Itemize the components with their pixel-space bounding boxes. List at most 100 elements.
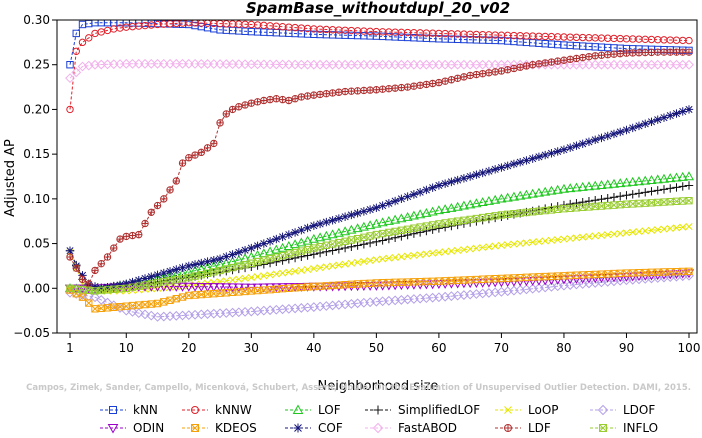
data-point-inflo	[516, 209, 524, 217]
data-point-inflo	[235, 262, 243, 270]
data-point-odin	[215, 283, 226, 293]
legend-marker-lof	[292, 404, 304, 414]
data-point-cof	[547, 149, 556, 158]
data-point-cof	[247, 243, 256, 253]
data-point-cof	[365, 205, 375, 214]
data-point-simplifiedlof	[616, 192, 625, 201]
data-point-kdeos	[160, 298, 168, 306]
data-point-loop	[260, 272, 268, 280]
data-point-cof	[584, 137, 594, 147]
data-point-cof	[215, 254, 225, 263]
data-point-loop	[466, 245, 474, 253]
data-point-ldf	[341, 87, 349, 96]
data-point-odin	[227, 283, 238, 293]
data-point-ldf	[422, 80, 431, 89]
data-point-cof	[647, 117, 656, 126]
data-point-cof	[153, 270, 162, 280]
data-point-kdeos	[116, 303, 124, 311]
legend-marker-simplifiedlof	[373, 405, 383, 415]
data-point-cof	[472, 170, 481, 179]
data-point-ldf	[247, 99, 256, 107]
data-point-simplifiedlof	[372, 237, 381, 246]
data-point-loop	[410, 251, 418, 259]
legend-label: ODIN	[133, 421, 164, 434]
data-point-cof	[353, 208, 362, 218]
legend-item-kdeos: KDEOS	[182, 421, 257, 435]
data-point-loop	[404, 252, 412, 260]
data-point-inflo	[247, 259, 256, 267]
data-point-cof	[397, 194, 406, 204]
data-point-cof	[90, 282, 100, 291]
data-point-loop	[622, 229, 631, 237]
data-point-cof	[578, 139, 587, 148]
data-point-ldf	[660, 48, 668, 56]
data-point-lof	[290, 239, 301, 249]
legend-item-inflo: INFLO	[590, 421, 658, 435]
data-point-ldf	[685, 48, 693, 56]
data-point-inflo	[153, 279, 162, 287]
legend-marker-fastabod	[372, 422, 384, 434]
data-point-ldf	[178, 159, 187, 167]
data-point-simplifiedlof	[572, 198, 581, 208]
data-point-cof	[653, 115, 662, 124]
data-point-inflo	[428, 221, 437, 229]
data-point-lof	[621, 177, 632, 187]
data-point-ldof	[146, 310, 157, 321]
data-point-inflo	[297, 247, 306, 255]
data-point-ldf	[347, 87, 356, 95]
data-point-loop	[497, 241, 505, 249]
data-point-ldof	[96, 295, 107, 305]
x-tick-label: 30	[244, 341, 259, 355]
legend-item-knn: kNN	[100, 403, 158, 417]
data-point-loop	[529, 238, 537, 246]
data-point-loop	[341, 260, 349, 268]
data-point-loop	[585, 233, 593, 241]
data-point-loop	[441, 248, 449, 256]
data-point-cof	[484, 166, 494, 176]
data-point-ldf	[303, 92, 312, 100]
data-point-cof	[591, 135, 600, 145]
data-point-ldf	[491, 68, 499, 76]
x-tick-label: 50	[369, 341, 384, 355]
data-point-inflo	[403, 225, 412, 233]
data-point-cof	[272, 234, 281, 244]
legend-item-simplifiedlof: SimplifiedLOF	[365, 403, 480, 417]
data-point-loop	[254, 273, 262, 281]
data-point-loop	[304, 265, 312, 274]
data-point-inflo	[410, 224, 418, 232]
data-point-loop	[579, 233, 587, 241]
data-point-cof	[340, 212, 350, 221]
data-point-cof	[509, 159, 519, 169]
data-point-loop	[272, 270, 280, 278]
data-point-lof	[458, 200, 469, 210]
data-point-lof	[440, 204, 451, 214]
data-point-ldf	[535, 60, 543, 68]
data-point-simplifiedlof	[334, 245, 344, 254]
data-point-ldf	[135, 231, 143, 239]
data-point-ldf	[103, 253, 112, 261]
legend-marker-knn	[109, 406, 117, 414]
data-point-lof	[533, 187, 544, 197]
legend-marker-kdeos	[191, 424, 199, 432]
data-point-lof	[540, 186, 551, 196]
data-point-inflo	[378, 229, 387, 238]
data-point-inflo	[660, 198, 668, 206]
data-point-lof	[315, 232, 326, 242]
data-point-lof	[308, 233, 319, 243]
data-point-loop	[391, 253, 399, 262]
data-point-knn	[72, 29, 80, 38]
data-point-ldf	[285, 96, 293, 105]
data-point-loop	[329, 262, 337, 270]
data-point-loop	[460, 246, 468, 254]
data-point-lof	[365, 220, 376, 230]
data-point-inflo	[441, 219, 449, 227]
data-point-loop	[647, 226, 656, 234]
data-point-inflo	[485, 213, 493, 221]
data-point-ldf	[116, 235, 124, 243]
data-point-kdeos	[122, 302, 130, 310]
data-point-simplifiedlof	[647, 187, 656, 196]
data-point-inflo	[610, 201, 618, 209]
data-point-inflo	[491, 212, 499, 220]
data-point-lof	[521, 189, 532, 199]
data-point-ldf	[410, 82, 418, 90]
